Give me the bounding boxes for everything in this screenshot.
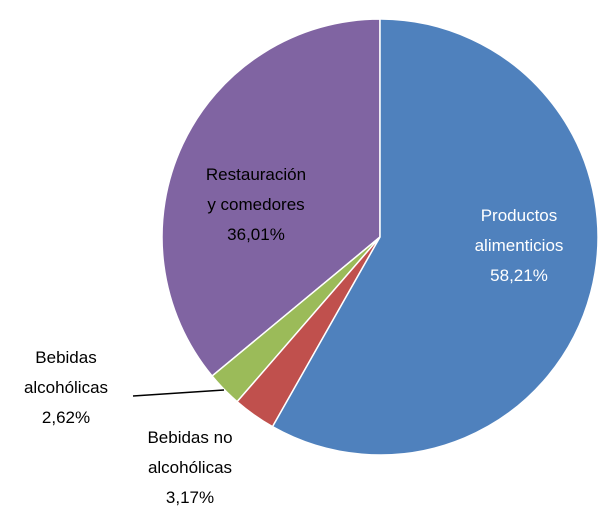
slice-label: Bebidas alcohólicas 2,62% [16,343,116,433]
value-label: 36,01% [227,225,285,244]
value-label: 58,21% [490,266,548,285]
pie-slice [161,18,381,378]
category-label: Bebidas no alcohólicas [147,428,233,477]
category-label: Productos alimenticios [474,206,564,255]
pie-slice [271,18,598,456]
slice-label: Restauración y comedores 36,01% [201,160,311,250]
category-label: Bebidas alcohólicas [23,348,109,397]
value-label: 3,17% [165,488,215,507]
category-label: Restauración y comedores [205,165,307,214]
value-label: 2,62% [41,408,91,427]
slice-label: Productos alimenticios 58,21% [464,201,574,291]
leader-line [132,389,225,397]
slice-label: Bebidas no alcohólicas 3,17% [140,423,240,511]
